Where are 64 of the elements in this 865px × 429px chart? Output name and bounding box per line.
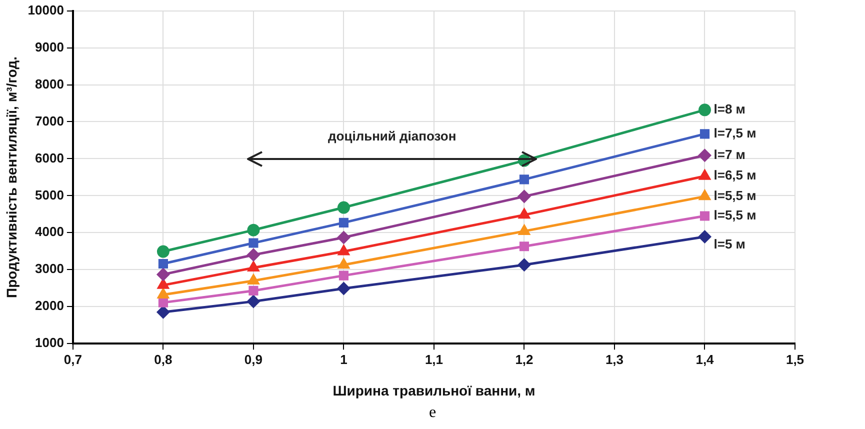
y-axis-title: Продуктивність вентиляції, м³/год. <box>3 56 20 298</box>
y-tick-label: 3000 <box>35 261 64 276</box>
point <box>338 270 349 280</box>
point <box>158 278 169 289</box>
point <box>519 174 530 184</box>
point <box>158 258 168 269</box>
point <box>158 298 168 308</box>
x-tick-label: 1,1 <box>424 352 444 367</box>
series-label: l=7,5 м <box>714 126 756 141</box>
point <box>337 282 350 295</box>
point <box>247 295 260 308</box>
point <box>518 208 530 219</box>
point <box>338 258 350 269</box>
point <box>248 238 258 248</box>
point <box>700 129 710 139</box>
point <box>248 286 258 296</box>
annotation: доцільний діапозон <box>328 128 456 144</box>
series-label: l=6,5 м <box>714 168 756 183</box>
point <box>158 288 169 299</box>
x-tick-label: 0,7 <box>64 352 82 367</box>
y-tick-label: 2000 <box>35 298 64 314</box>
point <box>699 170 710 180</box>
point <box>337 231 350 244</box>
y-tick-label: 1000 <box>35 335 64 350</box>
series-label: l=8 м <box>714 101 746 116</box>
point <box>518 258 530 272</box>
y-tick-label: 4000 <box>35 224 64 240</box>
x-tick-label: 0,9 <box>244 352 262 367</box>
point <box>518 224 530 235</box>
series-label: l=7 м <box>714 146 746 162</box>
text: е <box>428 404 438 422</box>
point <box>698 149 711 162</box>
point <box>247 224 260 236</box>
x-tick-label: 1,5 <box>786 352 804 367</box>
x-axis-title: Ширина травильної ванни, м <box>332 382 536 398</box>
point <box>700 211 710 221</box>
x-tick-label: 1,3 <box>605 352 624 367</box>
y-tick-label: 8000 <box>35 76 64 92</box>
point <box>698 230 711 243</box>
series-label: l=5,5 м <box>714 208 756 223</box>
y-tick-label: 10000 <box>28 2 64 18</box>
x-tick-label: 0,8 <box>154 352 172 367</box>
point <box>519 242 530 252</box>
point <box>338 218 349 228</box>
point <box>156 306 170 318</box>
point <box>156 268 170 281</box>
point <box>247 248 260 262</box>
y-tick-label: 9000 <box>35 39 64 54</box>
point <box>699 190 710 200</box>
point <box>248 262 260 272</box>
y-tick-label: 6000 <box>35 150 64 166</box>
point <box>337 201 350 214</box>
x-tick-label: 1,4 <box>696 352 715 367</box>
x-tick-label: 1,2 <box>515 352 534 367</box>
point <box>698 104 711 116</box>
point <box>156 245 170 258</box>
y-tick-label: 5000 <box>35 187 64 202</box>
point <box>518 190 530 203</box>
point <box>248 274 260 284</box>
series-label: l=5,5 м <box>714 188 756 204</box>
point <box>338 245 350 256</box>
y-tick-label: 7000 <box>35 113 64 128</box>
x-tick-label: 1 <box>340 352 348 367</box>
series-label: l=5 м <box>714 236 746 252</box>
